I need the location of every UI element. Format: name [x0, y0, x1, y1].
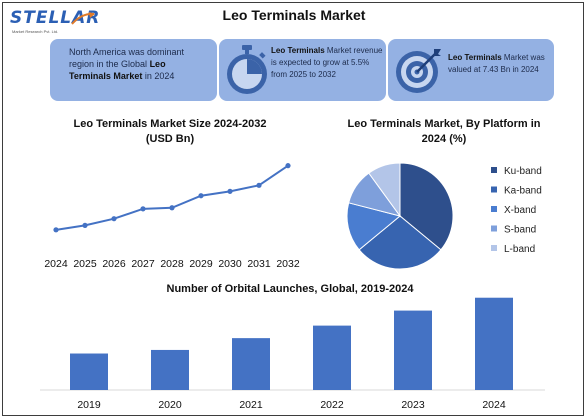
- x-tick-label: 2020: [158, 399, 182, 411]
- line-point: [82, 222, 88, 228]
- info-card-value: Leo Terminals Market was valued at 7.43 …: [388, 39, 554, 101]
- bar: [232, 338, 270, 390]
- logo-swoosh-icon: [71, 12, 95, 25]
- line-chart-subtitle: (USD Bn): [145, 133, 195, 145]
- line-point: [227, 188, 233, 194]
- pie-slice: [358, 215, 442, 270]
- legend-label: S-band: [504, 225, 536, 236]
- line-point: [198, 193, 204, 199]
- line-point: [256, 182, 262, 188]
- page-title: Leo Terminals Market: [222, 7, 366, 23]
- x-tick-label: 2031: [247, 258, 271, 270]
- x-tick-label: 2029: [189, 258, 213, 270]
- x-tick-label: 2026: [102, 258, 126, 270]
- card-text-bold: Leo Terminals Market: [69, 59, 166, 81]
- line-point: [140, 206, 146, 212]
- stopwatch-icon: [227, 45, 267, 94]
- line-point: [285, 163, 291, 169]
- line-chart-title: Leo Terminals Market Size 2024-2032 (USD…: [40, 117, 300, 147]
- line-chart-title-text: Leo Terminals Market Size 2024-2032: [73, 118, 267, 130]
- line-point: [53, 227, 59, 233]
- infographic-frame: [2, 2, 584, 416]
- bar-chart-title: Number of Orbital Launches, Global, 2019…: [166, 283, 414, 295]
- card-text-post: Market revenue is expected to grow at 5.…: [271, 46, 383, 79]
- bar: [151, 349, 189, 390]
- legend-swatch: [491, 167, 497, 173]
- card-text-pre: North America was dominant region in the…: [69, 47, 185, 69]
- line-chart: 2024 2025 2026 2027 2028 2029 2030 2031 2032: [44, 163, 300, 270]
- card-text-bold: Leo Terminals: [271, 46, 325, 55]
- x-tick-label: 2021: [239, 399, 263, 411]
- x-tick-label: 2023: [401, 399, 425, 411]
- card-text: Leo Terminals Market revenue is expected…: [271, 45, 383, 81]
- bar: [70, 353, 108, 390]
- pie-slice: [399, 162, 454, 251]
- card-text-post: Market was valued at 7.43 Bn in 2024: [448, 53, 545, 74]
- legend-label: L-band: [504, 244, 535, 255]
- info-card-growth: Leo Terminals Market revenue is expected…: [219, 39, 386, 101]
- x-tick-label: 2019: [77, 399, 101, 411]
- x-tick-label: 2025: [73, 258, 97, 270]
- logo-text: STELLAR: [10, 8, 101, 28]
- bar-chart: 2019 2020 2021 2022 2023 2024: [40, 297, 545, 411]
- x-tick-label: 2032: [276, 258, 300, 270]
- logo-tagline: Market Research Pvt. Ltd.: [12, 29, 59, 34]
- legend-swatch: [491, 206, 497, 212]
- pie-slice: [368, 162, 401, 218]
- card-text-bold: Leo Terminals: [448, 53, 502, 62]
- bar: [394, 310, 432, 390]
- bar: [313, 325, 351, 390]
- x-tick-label: 2024: [482, 399, 506, 411]
- legend-label: Ku-band: [504, 166, 542, 177]
- info-card-region: North America was dominant region in the…: [50, 39, 217, 101]
- legend-label: X-band: [504, 205, 536, 216]
- legend-swatch: [491, 225, 497, 232]
- stellar-logo: STELLAR Market Research Pvt. Ltd.: [10, 8, 100, 38]
- pie-chart-title: Leo Terminals Market, By Platform in 202…: [347, 118, 541, 145]
- bar: [475, 297, 513, 390]
- x-tick-label: 2027: [131, 258, 155, 270]
- legend-swatch: [491, 186, 497, 193]
- x-tick-label: 2022: [320, 399, 344, 411]
- card-text-post: in 2024: [142, 71, 175, 81]
- pie-slice: [346, 202, 402, 251]
- card-text: Leo Terminals Market was valued at 7.43 …: [448, 52, 552, 76]
- x-tick-label: 2028: [160, 258, 184, 270]
- legend-swatch: [491, 245, 497, 251]
- legend-label: Ka-band: [504, 186, 542, 197]
- line-series: [55, 164, 289, 231]
- line-point: [111, 216, 117, 222]
- line-point: [169, 205, 175, 211]
- x-tick-label: 2024: [44, 258, 68, 270]
- x-tick-label: 2030: [218, 258, 242, 270]
- pie-chart: Ku-band Ka-band X-band S-band L-band: [346, 162, 542, 270]
- target-icon: [396, 49, 441, 93]
